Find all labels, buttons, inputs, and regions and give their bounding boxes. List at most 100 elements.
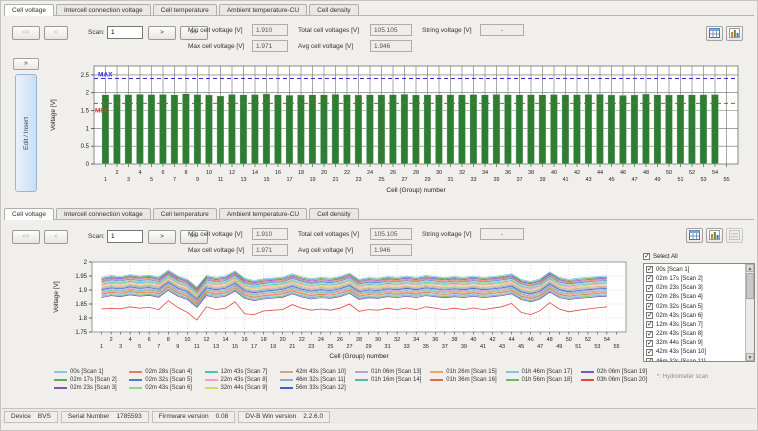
scan-list-item[interactable]: ✓ 02m 23s [Scan 3] [646, 284, 744, 293]
svg-text:46: 46 [620, 170, 626, 176]
tab-intercell-connection-voltage[interactable]: Intercell connection voltage [55, 4, 151, 15]
scan-listbox[interactable]: ▲ ▼ ✓ 00s [Scan 1] ✓ 02m 17s [Scan 2] ✓ 02m 2… [643, 263, 755, 363]
scan-item-label: 02m 43s [Scan 6] [656, 312, 703, 319]
scroll-thumb[interactable] [746, 273, 754, 300]
legend-swatch-icon [430, 371, 444, 373]
tab-cell-density[interactable]: Cell density [309, 4, 359, 15]
svg-text:1.85: 1.85 [75, 302, 87, 308]
scan-checkbox[interactable]: ✓ [646, 266, 653, 274]
scan-item-label: 42m 43s [Scan 10] [656, 349, 707, 356]
legend-label: 46m 32s [Scan 11] [295, 377, 346, 383]
first-scan-button[interactable]: << [12, 26, 40, 40]
legend-label: 02m 28s [Scan 4] [145, 369, 192, 375]
svg-text:53: 53 [700, 177, 706, 183]
cell-voltage-panel-top: Cell voltage Intercell connection voltage… [2, 2, 756, 204]
legend-label: 01h 16m [Scan 14] [371, 377, 422, 383]
table-view-button-2[interactable] [686, 228, 703, 243]
scan-list-item[interactable]: ✓ 02m 32s [Scan 5] [646, 302, 744, 311]
svg-text:8: 8 [184, 170, 187, 176]
min-voltage-value-2: 1.910 [252, 228, 288, 240]
svg-text:34: 34 [413, 337, 419, 343]
select-all-checkbox[interactable]: ✓ [643, 253, 650, 261]
chart-view-button-2[interactable] [706, 228, 723, 243]
first-scan-button-2[interactable]: << [12, 230, 40, 244]
legend-swatch-icon [279, 387, 293, 389]
total-voltage-label: Total cell voltages [V] [298, 27, 360, 34]
tab-cell-voltage[interactable]: Cell voltage [4, 208, 54, 220]
svg-text:Voltage [V]: Voltage [V] [50, 99, 57, 131]
scan-checkbox[interactable]: ✓ [646, 358, 653, 362]
scan-list-item[interactable]: ✓ 00s [Scan 1] [646, 265, 744, 274]
last-scan-button[interactable]: >> [180, 26, 208, 40]
scan-item-label: 02m 23s [Scan 3] [656, 285, 703, 292]
tab-cell-voltage[interactable]: Cell voltage [4, 4, 54, 16]
edit-insert-vertical-button[interactable]: Edit / Insert [15, 74, 37, 192]
tab-cell-temperature[interactable]: Cell temperature [152, 4, 217, 15]
series-lines [101, 269, 607, 321]
select-all-row[interactable]: ✓ Select All [643, 252, 755, 261]
scan-list-item[interactable]: ✓ 46m 32s [Scan 11] [646, 357, 744, 362]
avg-voltage-label: Avg cell voltage [V] [298, 43, 354, 50]
legend-label: 01h 06m [Scan 13] [371, 369, 422, 375]
total-voltage-value: 105.105 [370, 24, 412, 36]
legend-label: 03h 06m [Scan 20] [596, 377, 648, 383]
next-scan-button[interactable]: > [148, 26, 176, 40]
last-scan-button-2[interactable]: >> [180, 230, 208, 244]
scroll-down-icon[interactable]: ▼ [746, 353, 754, 362]
max-voltage-label: Max cell voltage [V] [188, 43, 245, 50]
svg-text:0: 0 [86, 162, 90, 168]
scan-item-label: 46m 32s [Scan 11] [656, 358, 706, 363]
svg-text:25: 25 [378, 177, 384, 183]
scan-checkbox[interactable]: ✓ [646, 293, 653, 301]
prev-scan-button-2[interactable]: < [44, 230, 68, 244]
scan-checkbox[interactable]: ✓ [646, 321, 653, 329]
max-voltage-value-2: 1.971 [252, 244, 288, 256]
tab-cell-temperature[interactable]: Cell temperature [152, 208, 217, 219]
scan-checkbox[interactable]: ✓ [646, 330, 653, 338]
legend-item: 01h 06m [Scan 13] [355, 369, 424, 375]
scroll-up-icon[interactable]: ▲ [746, 264, 754, 273]
svg-text:21: 21 [332, 177, 338, 183]
export-button[interactable] [726, 228, 743, 243]
status-value: 1785593 [116, 413, 142, 420]
tab-ambient-temperature-cu[interactable]: Ambient temperature-CU [218, 208, 308, 219]
svg-text:49: 49 [556, 344, 562, 350]
svg-text:17: 17 [251, 344, 257, 350]
svg-text:49: 49 [654, 177, 660, 183]
scan-checkbox[interactable]: ✓ [646, 339, 653, 347]
svg-text:19: 19 [270, 344, 276, 350]
scan-list-item[interactable]: ✓ 42m 43s [Scan 10] [646, 348, 744, 357]
scan-input-2[interactable] [107, 230, 143, 243]
svg-text:38: 38 [451, 337, 457, 343]
prev-scan-button[interactable]: < [44, 26, 68, 40]
scan-input[interactable] [107, 26, 143, 39]
scan-list-item[interactable]: ✓ 32m 44s [Scan 9] [646, 339, 744, 348]
tab-ambient-temperature-cu[interactable]: Ambient temperature-CU [218, 4, 308, 15]
scan-checkbox[interactable]: ✓ [646, 275, 653, 283]
scan-list-item[interactable]: ✓ 12m 43s [Scan 7] [646, 320, 744, 329]
scan-list-item[interactable]: ✓ 02m 43s [Scan 6] [646, 311, 744, 320]
legend-swatch-icon [355, 371, 368, 373]
svg-text:33: 33 [404, 344, 410, 350]
next-scan-button-2[interactable]: > [148, 230, 176, 244]
scan-list-item[interactable]: ✓ 02m 17s [Scan 2] [646, 274, 744, 283]
scan-list-item[interactable]: ✓ 22m 43s [Scan 8] [646, 330, 744, 339]
legend-label: 00s [Scan 1] [70, 369, 104, 375]
legend-label: 02m 23s [Scan 3] [70, 385, 117, 391]
chart-view-button[interactable] [726, 26, 743, 41]
scan-label-2: Scan: [88, 233, 105, 240]
scan-list-item[interactable]: ✓ 02m 28s [Scan 4] [646, 293, 744, 302]
tab-cell-density[interactable]: Cell density [309, 208, 359, 219]
tab-intercell-connection-voltage[interactable]: Intercell connection voltage [55, 208, 151, 219]
scan-checkbox[interactable]: ✓ [646, 303, 653, 311]
table-view-button[interactable] [706, 26, 723, 41]
scan-checkbox[interactable]: ✓ [646, 348, 653, 356]
scan-item-label: 00s [Scan 1] [656, 266, 690, 273]
svg-text:52: 52 [585, 337, 591, 343]
expand-rail-button[interactable]: » [13, 58, 39, 70]
scan-checkbox[interactable]: ✓ [646, 312, 653, 320]
svg-text:0.5: 0.5 [81, 144, 90, 150]
scrollbar[interactable]: ▲ ▼ [745, 264, 754, 362]
scan-checkbox[interactable]: ✓ [646, 284, 653, 292]
